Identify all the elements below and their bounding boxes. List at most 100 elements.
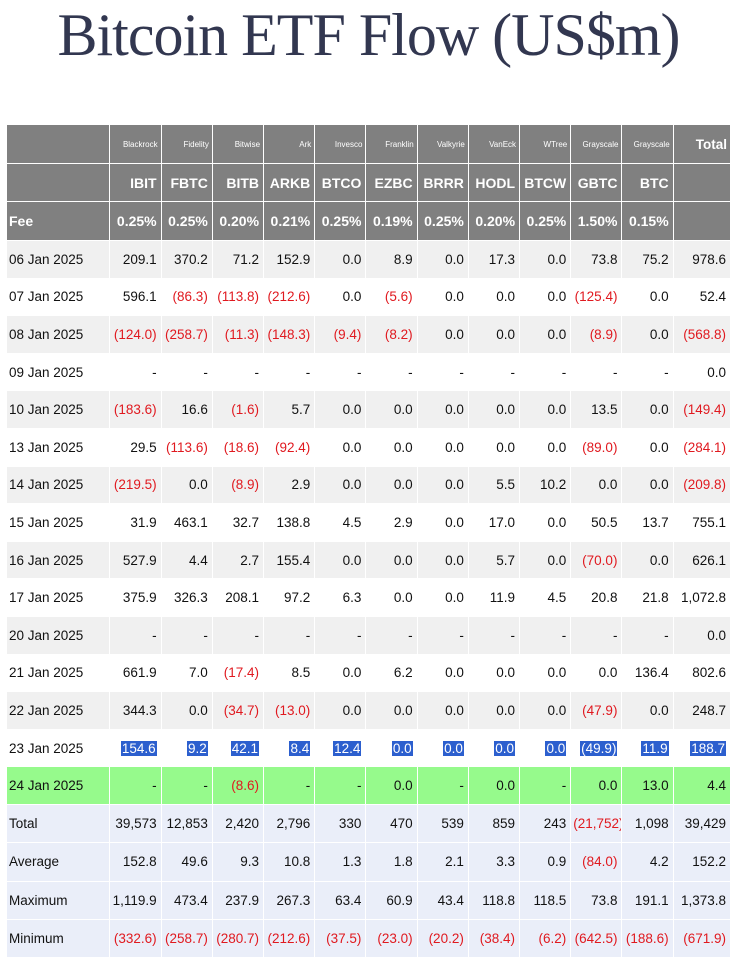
flow-value: 9.2 xyxy=(187,740,208,756)
flow-value: (8.6) xyxy=(231,778,260,794)
flow-value: - xyxy=(203,364,208,380)
flow-cell: (92.4) xyxy=(263,427,316,467)
flow-cell: - xyxy=(263,766,316,805)
flow-value: 243 xyxy=(543,816,567,832)
flow-cell: 0.0 xyxy=(621,465,674,505)
flow-value: 32.7 xyxy=(232,514,260,530)
flow-value: - xyxy=(408,364,413,380)
issuer-name: Grayscale xyxy=(621,124,674,164)
flow-cell: 375.9 xyxy=(109,578,162,617)
flow-cell: 0.0 xyxy=(519,653,572,693)
flow-value: 0.0 xyxy=(393,552,413,568)
fee-value: 0.25% xyxy=(109,201,162,241)
flow-cell: 344.3 xyxy=(109,691,162,730)
flow-cell: 0.0 xyxy=(519,503,572,542)
flow-cell: 39,573 xyxy=(109,803,162,844)
flow-value: 1.8 xyxy=(393,854,413,870)
flow-cell: 0.0 xyxy=(314,691,367,730)
flow-value: (280.7) xyxy=(216,930,260,946)
flow-value: 470 xyxy=(390,816,413,832)
flow-value: 5.5 xyxy=(496,477,516,493)
flow-cell: 0.0 xyxy=(519,390,572,429)
flow-cell: 136.4 xyxy=(621,653,674,693)
flow-cell: - xyxy=(519,615,572,655)
flow-cell: 0.0 xyxy=(314,465,367,505)
flow-cell: - xyxy=(211,615,265,655)
flow-cell: 0.0 xyxy=(416,240,469,279)
issuer-name: Franklin xyxy=(365,124,418,164)
flow-cell: 2,420 xyxy=(211,803,265,844)
flow-cell: 50.5 xyxy=(570,503,623,542)
flow-value: 97.2 xyxy=(283,590,311,606)
flow-cell: (49.9) xyxy=(570,728,623,768)
flow-value: 29.5 xyxy=(130,439,157,455)
flow-cell: 152.9 xyxy=(263,240,316,279)
flow-value: 60.9 xyxy=(386,892,413,908)
fee-value: 0.20% xyxy=(467,201,521,241)
ticker-symbol: GBTC xyxy=(570,163,623,202)
flow-value: 802.6 xyxy=(692,665,726,681)
flow-value: 0.0 xyxy=(547,402,567,418)
flow-cell: 2.9 xyxy=(263,465,316,505)
flow-cell: (6.2) xyxy=(519,918,572,959)
flow-value: 10.2 xyxy=(539,477,567,493)
flow-cell: (113.6) xyxy=(160,427,213,467)
flow-value: - xyxy=(152,778,157,794)
row-date: 20 Jan 2025 xyxy=(5,615,111,655)
flow-value: (17.4) xyxy=(223,665,260,681)
flow-cell: 0.0 xyxy=(365,465,418,505)
flow-value: 0.0 xyxy=(547,665,567,681)
flow-value: 2,796 xyxy=(276,816,311,832)
flow-value: - xyxy=(356,364,362,380)
table-row: 06 Jan 2025 209.1 370.2 71.2 152.9 0.0 8.9 0.0 1… xyxy=(5,240,732,279)
flow-value: 0.0 xyxy=(547,251,567,267)
flow-cell: 73.8 xyxy=(570,240,623,279)
flow-cell: 0.0 xyxy=(672,352,732,392)
stat-label: Maximum xyxy=(5,880,111,920)
flow-cell: 4.4 xyxy=(672,766,732,805)
flow-value: 0.0 xyxy=(393,590,413,606)
row-date: 14 Jan 2025 xyxy=(5,465,111,505)
flow-cell: 17.3 xyxy=(467,240,521,279)
flow-cell: (38.4) xyxy=(467,918,521,959)
flow-value: 73.8 xyxy=(591,251,618,267)
flow-cell: 0.0 xyxy=(621,277,674,317)
flow-cell: 13.0 xyxy=(621,766,674,805)
flow-cell: 539 xyxy=(416,803,469,844)
flow-value: - xyxy=(305,364,311,380)
flow-cell: 0.0 xyxy=(570,465,623,505)
flow-value: 12.4 xyxy=(333,740,362,756)
ticker-symbol: FBTC xyxy=(160,163,213,202)
flow-value: 237.9 xyxy=(225,892,260,908)
row-date: 09 Jan 2025 xyxy=(5,352,111,392)
flow-cell: 0.0 xyxy=(467,766,521,805)
flow-value: 31.9 xyxy=(130,514,157,530)
flow-value: (568.8) xyxy=(683,326,726,342)
flow-cell: (18.6) xyxy=(211,427,265,467)
flow-value: 5.7 xyxy=(291,402,311,418)
flow-cell: 0.0 xyxy=(314,240,367,279)
flow-value: 0.0 xyxy=(649,289,669,305)
table-row: 07 Jan 2025 596.1 (86.3) (113.8) (212.6) 0.0 (… xyxy=(5,277,732,317)
flow-cell: 326.3 xyxy=(160,578,213,617)
flow-cell: (17.4) xyxy=(211,653,265,693)
flow-cell: 52.4 xyxy=(672,277,732,317)
flow-cell: 10.8 xyxy=(263,842,316,882)
flow-cell: 802.6 xyxy=(672,653,732,693)
flow-value: 9.3 xyxy=(240,854,260,870)
flow-value: 118.5 xyxy=(533,892,567,908)
flow-value: 330 xyxy=(338,816,362,832)
flow-cell: (642.5) xyxy=(570,918,623,959)
flow-value: 0.0 xyxy=(547,439,567,455)
flow-value: 0.0 xyxy=(445,665,464,681)
flow-value: - xyxy=(356,627,362,643)
flow-value: 2.7 xyxy=(240,552,260,568)
flow-cell: 0.0 xyxy=(314,277,367,317)
table-row: 10 Jan 2025 (183.6) 16.6 (1.6) 5.7 0.0 0.0 0.0 0… xyxy=(5,390,732,429)
row-date: 07 Jan 2025 xyxy=(5,277,111,317)
ticker-symbol: BTCW xyxy=(519,163,572,202)
flow-cell: 1.8 xyxy=(365,842,418,882)
flow-value: 473.4 xyxy=(174,892,208,908)
flow-value: 4.2 xyxy=(649,854,669,870)
flow-value: 0.0 xyxy=(649,552,669,568)
